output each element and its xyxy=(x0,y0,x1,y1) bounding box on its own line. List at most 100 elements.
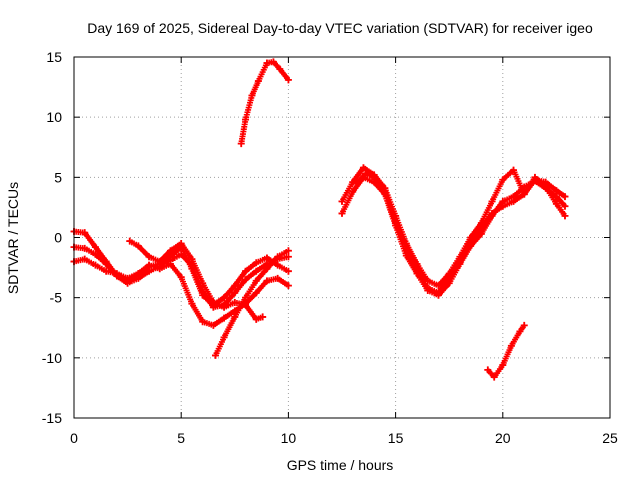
series-arc-4 xyxy=(126,237,267,323)
data-point xyxy=(520,190,528,198)
data-point xyxy=(284,267,292,275)
x-axis-label: GPS time / hours xyxy=(287,457,394,473)
data-point xyxy=(231,282,239,290)
data-point xyxy=(252,277,260,285)
y-tick-label: -5 xyxy=(50,290,63,306)
data-point xyxy=(338,209,346,217)
data-point xyxy=(353,179,361,187)
x-tick-label: 25 xyxy=(602,430,618,446)
data-point xyxy=(284,253,292,261)
data-point xyxy=(370,173,378,181)
data-point xyxy=(91,261,99,269)
data-point xyxy=(531,173,539,181)
data-point xyxy=(231,313,239,321)
data-point xyxy=(359,164,367,172)
data-point xyxy=(134,242,142,250)
series-arc-9 xyxy=(353,170,569,297)
data-point xyxy=(134,270,142,278)
data-point xyxy=(499,176,507,184)
data-point xyxy=(456,255,464,263)
data-point xyxy=(467,238,475,246)
data-point xyxy=(276,65,284,73)
y-axis-label: SDTVAR / TECUs xyxy=(5,182,21,294)
data-point xyxy=(220,333,228,341)
axis-ticks: 0 5 10 15 20 25 -15 -10 -5 0 5 10 15 xyxy=(42,49,618,446)
x-tick-label: 20 xyxy=(495,430,511,446)
data-point xyxy=(362,170,370,178)
x-tick-label: 10 xyxy=(281,430,297,446)
data-point xyxy=(263,265,271,273)
data-point xyxy=(510,197,518,205)
data-point xyxy=(392,218,400,226)
data-point xyxy=(166,247,174,255)
y-tick-label: -10 xyxy=(42,350,62,366)
data-point xyxy=(248,92,256,100)
data-point xyxy=(284,76,292,84)
data-point xyxy=(199,318,207,326)
data-point xyxy=(284,282,292,290)
data-point xyxy=(252,315,260,323)
data-series xyxy=(70,58,569,381)
data-point xyxy=(445,274,453,282)
data-point xyxy=(102,267,110,275)
data-point xyxy=(490,373,498,381)
data-point xyxy=(499,202,507,210)
data-point xyxy=(254,77,262,85)
data-point xyxy=(242,267,250,275)
data-point xyxy=(113,270,121,278)
data-point xyxy=(145,253,153,261)
data-point xyxy=(520,321,528,329)
series-markers xyxy=(339,174,568,299)
data-point xyxy=(209,298,217,306)
series-arc-5 xyxy=(212,247,292,359)
series-arc-10 xyxy=(484,321,528,381)
series-markers xyxy=(238,58,292,147)
data-point xyxy=(188,300,196,308)
data-point xyxy=(156,258,164,266)
data-point xyxy=(199,291,207,299)
data-point xyxy=(552,200,560,208)
x-tick-label: 5 xyxy=(177,430,185,446)
data-point xyxy=(516,327,524,335)
data-point xyxy=(231,298,239,306)
data-point xyxy=(156,265,164,273)
data-point xyxy=(126,237,134,245)
chart-title: Day 169 of 2025, Sidereal Day-to-day VTE… xyxy=(87,20,593,36)
data-point xyxy=(561,212,569,220)
y-tick-label: 10 xyxy=(46,109,62,125)
data-point xyxy=(124,274,132,282)
data-point xyxy=(220,294,228,302)
y-tick-label: -15 xyxy=(42,410,62,426)
data-point xyxy=(177,273,185,281)
y-tick-label: 5 xyxy=(54,169,62,185)
data-point xyxy=(349,188,357,196)
data-point xyxy=(145,261,153,269)
data-point xyxy=(488,209,496,217)
data-point xyxy=(381,188,389,196)
data-point xyxy=(242,276,250,284)
data-point xyxy=(274,261,282,269)
data-point xyxy=(81,229,89,237)
data-point xyxy=(102,260,110,268)
data-point xyxy=(552,187,560,195)
data-point xyxy=(91,250,99,258)
grid-lines xyxy=(74,57,610,418)
data-point xyxy=(263,254,271,262)
y-tick-label: 15 xyxy=(46,49,62,65)
data-point xyxy=(507,342,515,350)
data-point xyxy=(561,193,569,201)
data-point xyxy=(284,247,292,255)
data-point xyxy=(402,244,410,252)
data-point xyxy=(220,303,228,311)
series-arc-6 xyxy=(237,58,292,148)
data-point xyxy=(274,274,282,282)
data-point xyxy=(488,197,496,205)
data-point xyxy=(237,140,245,148)
data-point xyxy=(434,282,442,290)
data-point xyxy=(81,244,89,252)
data-point xyxy=(177,240,185,248)
y-tick-label: 0 xyxy=(54,230,62,246)
data-point xyxy=(424,284,432,292)
data-point xyxy=(212,351,220,359)
